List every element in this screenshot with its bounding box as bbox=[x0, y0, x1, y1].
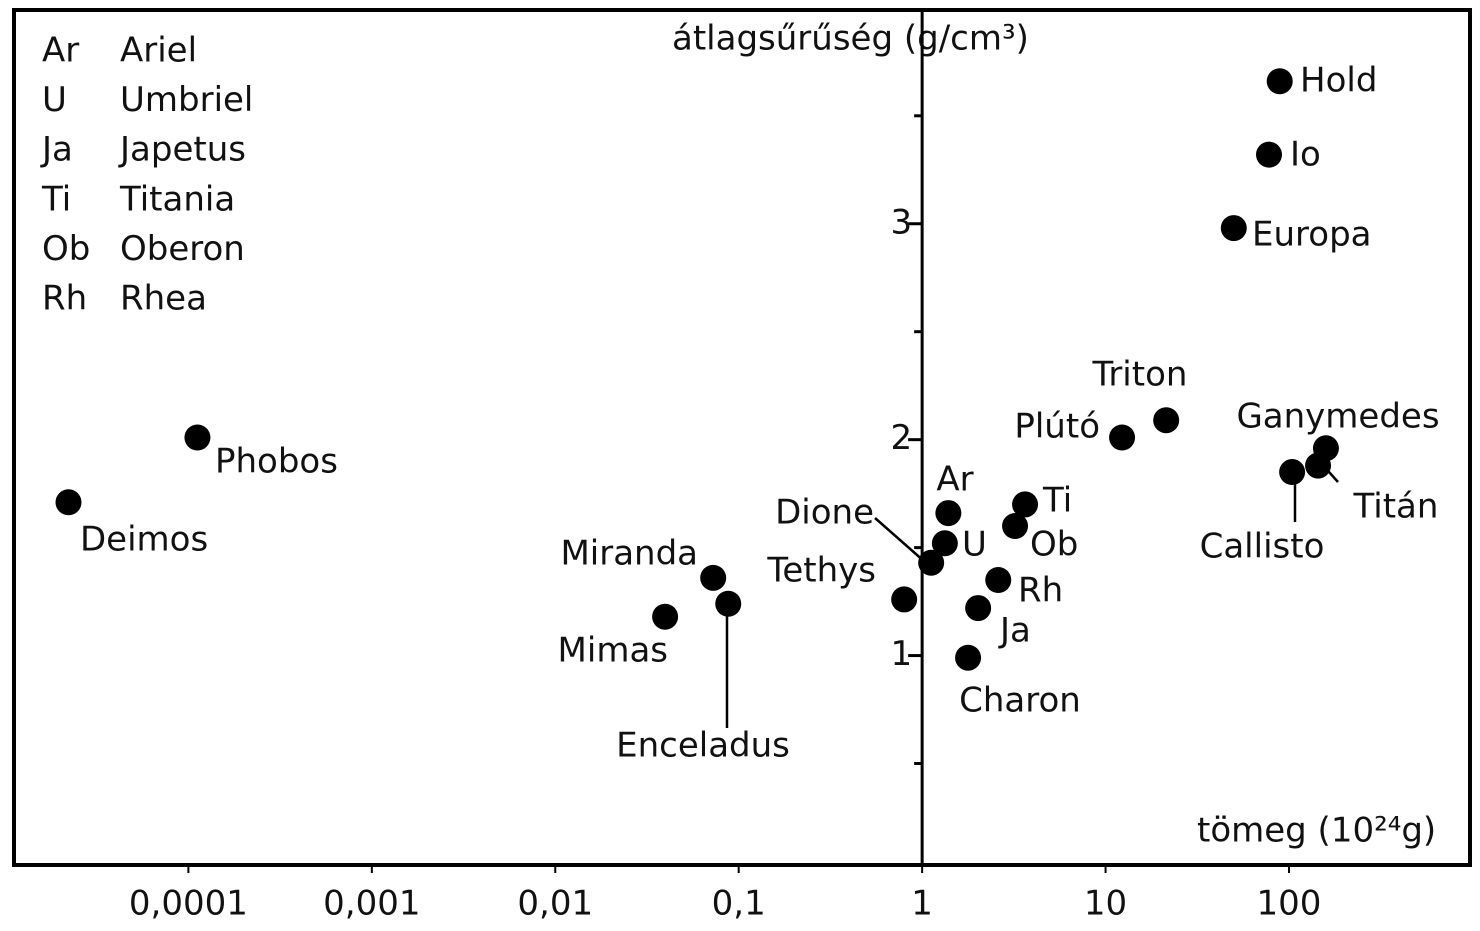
point bbox=[1305, 452, 1332, 479]
x-tick-label: 1 bbox=[911, 884, 933, 924]
point-label: Miranda bbox=[560, 534, 698, 574]
key-abbr: U bbox=[42, 80, 67, 120]
key-abbr: Rh bbox=[42, 279, 87, 319]
y-tick-label: 2 bbox=[890, 418, 912, 458]
point-label: Ganymedes bbox=[1236, 397, 1439, 437]
point-label: Phobos bbox=[215, 442, 338, 482]
point bbox=[1266, 68, 1293, 95]
point bbox=[1255, 141, 1282, 168]
x-tick-label: 100 bbox=[1257, 884, 1322, 924]
key-name: Japetus bbox=[118, 130, 246, 170]
key-abbr: Ar bbox=[42, 31, 79, 71]
point bbox=[700, 564, 727, 591]
x-tick-label: 0,001 bbox=[323, 884, 420, 924]
point bbox=[715, 590, 742, 617]
leader-line bbox=[874, 517, 926, 563]
point bbox=[184, 424, 211, 451]
point-label: Tethys bbox=[766, 551, 876, 591]
point-label: Ob bbox=[1030, 525, 1078, 565]
point-label: Dione bbox=[775, 493, 874, 533]
point-label: Plútó bbox=[1014, 407, 1100, 447]
y-tick-label: 1 bbox=[890, 634, 912, 674]
key-abbr: Ob bbox=[42, 229, 90, 269]
point bbox=[1220, 215, 1247, 242]
point bbox=[918, 549, 945, 576]
key-abbr: Ja bbox=[40, 130, 73, 170]
x-axis-title: tömeg (10²⁴g) bbox=[1197, 811, 1436, 851]
point bbox=[1279, 459, 1306, 486]
point-label: Ja bbox=[998, 611, 1031, 651]
point-label: Europa bbox=[1252, 215, 1371, 255]
point bbox=[1109, 424, 1136, 451]
point bbox=[955, 644, 982, 671]
point-label: Titán bbox=[1353, 487, 1439, 527]
point bbox=[1002, 513, 1029, 540]
key-name: Umbriel bbox=[120, 80, 253, 120]
point-label: Rh bbox=[1018, 571, 1063, 611]
key-name: Titania bbox=[119, 179, 235, 219]
key-name: Oberon bbox=[120, 229, 245, 269]
point-label: Io bbox=[1290, 135, 1321, 175]
point-label: Deimos bbox=[80, 520, 208, 560]
point bbox=[1012, 491, 1039, 518]
point-label: Triton bbox=[1092, 355, 1188, 395]
point bbox=[985, 567, 1012, 593]
point-label: Mimas bbox=[558, 631, 668, 671]
point-label: U bbox=[962, 525, 987, 565]
point-label: Enceladus bbox=[616, 726, 790, 766]
point-label: Ti bbox=[1042, 481, 1072, 521]
point bbox=[965, 595, 992, 622]
y-tick-label: 3 bbox=[890, 202, 912, 242]
point bbox=[652, 603, 679, 630]
point bbox=[55, 489, 82, 516]
plot-frame bbox=[12, 8, 1472, 867]
key-abbr: Ti bbox=[41, 179, 71, 219]
y-axis-title: átlagsűrűség (g/cm³) bbox=[672, 19, 1029, 59]
x-tick-label: 0,01 bbox=[517, 884, 593, 924]
point bbox=[931, 530, 958, 557]
x-tick-label: 10 bbox=[1084, 884, 1127, 924]
point-label: Hold bbox=[1300, 61, 1377, 101]
point bbox=[891, 586, 918, 613]
point bbox=[935, 500, 962, 527]
key-name: Rhea bbox=[120, 279, 207, 319]
point-label: Ar bbox=[936, 460, 973, 500]
point-label: Charon bbox=[959, 681, 1081, 721]
x-tick-label: 0,0001 bbox=[129, 884, 248, 924]
key-name: Ariel bbox=[120, 31, 197, 71]
x-tick-label: 0,1 bbox=[712, 884, 766, 924]
point bbox=[1153, 407, 1180, 434]
point-label: Callisto bbox=[1200, 527, 1325, 567]
